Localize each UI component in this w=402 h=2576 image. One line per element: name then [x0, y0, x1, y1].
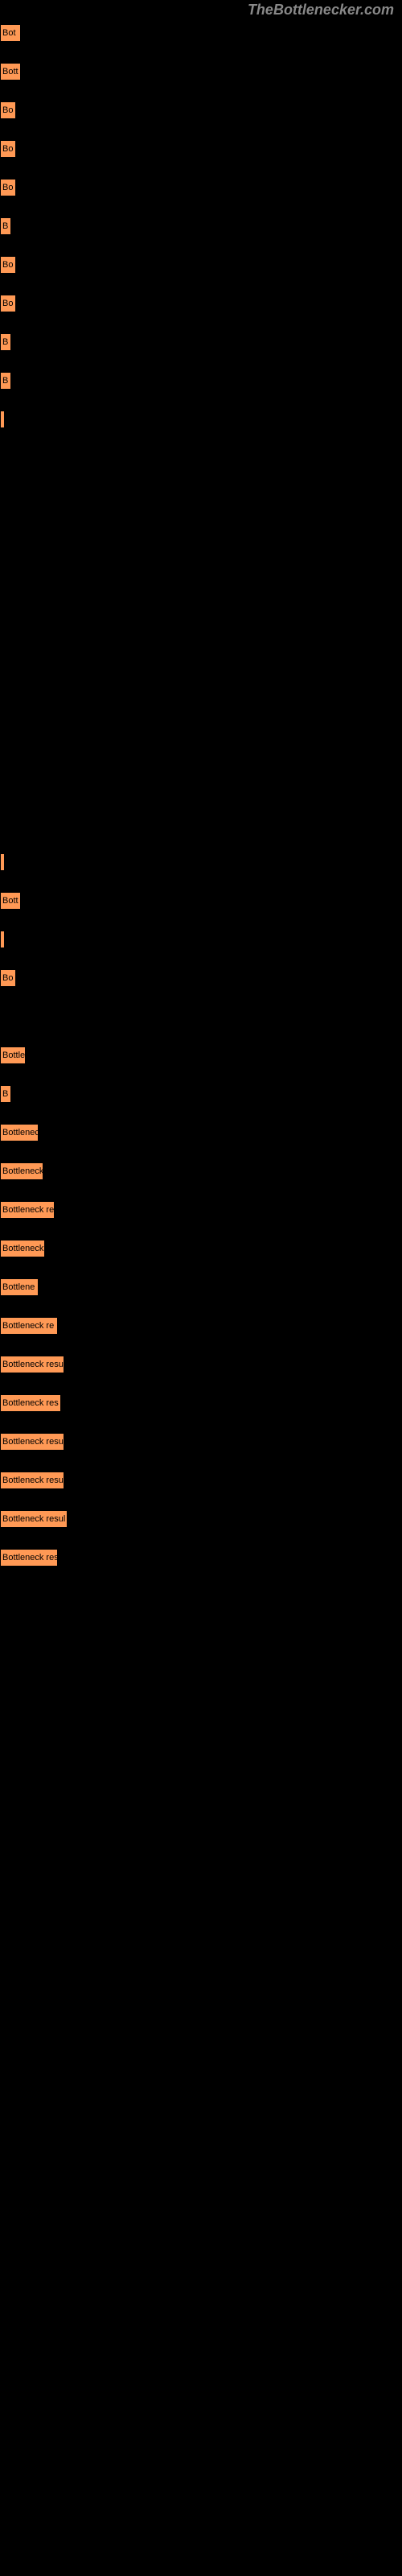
bar-row: Bottleneck resul	[0, 1510, 68, 1528]
bar-row: Bo	[0, 295, 16, 312]
bar-row: Bottleneck	[0, 1162, 43, 1180]
bar	[0, 853, 5, 871]
bar: Bo	[0, 179, 16, 196]
bar-row: Bo	[0, 969, 16, 987]
bar-chart: Bot Bott Bo Bo Bo B Bo Bo B B Bott Bo Bottle B Bottlen…	[0, 0, 402, 2576]
bar-row: Bottleneck resu	[0, 1356, 64, 1373]
bar: Bottleneck res	[0, 1549, 58, 1567]
bar-row: B	[0, 333, 11, 351]
bar: Bottleneck resul	[0, 1510, 68, 1528]
bar: Bottleneck	[0, 1240, 45, 1257]
bar: Bottleneck resu	[0, 1472, 64, 1489]
bar-row: Bottleneck resu	[0, 1433, 64, 1451]
bar: Bo	[0, 101, 16, 119]
bar-row: Bo	[0, 140, 16, 158]
bar	[0, 931, 5, 948]
bar-row: Bottle	[0, 1046, 26, 1064]
bar: B	[0, 372, 11, 390]
bar-row: B	[0, 372, 11, 390]
bar: Bottleneck re	[0, 1201, 55, 1219]
bar: Bottleneck resu	[0, 1433, 64, 1451]
bar: B	[0, 1085, 11, 1103]
bar: Bottlenec	[0, 1124, 39, 1141]
bar: Bottleneck re	[0, 1317, 58, 1335]
bar-row: Bottlene	[0, 1278, 39, 1296]
bar: Bottleneck	[0, 1162, 43, 1180]
bar: B	[0, 333, 11, 351]
bar: Bottleneck res	[0, 1394, 61, 1412]
bar: Bottleneck resu	[0, 1356, 64, 1373]
bar-row: Bottleneck re	[0, 1317, 58, 1335]
bar-row	[0, 931, 5, 948]
bar-row: Bo	[0, 256, 16, 274]
bar-row: Bottleneck res	[0, 1549, 58, 1567]
bar: Bo	[0, 969, 16, 987]
bar-row: Bottleneck	[0, 1240, 45, 1257]
bar-row: B	[0, 217, 11, 235]
bar-row: Bot	[0, 24, 21, 42]
bar-row	[0, 853, 5, 871]
bar-row: Bottleneck resu	[0, 1472, 64, 1489]
bar: Bo	[0, 256, 16, 274]
bar: Bott	[0, 892, 21, 910]
bar-row: Bott	[0, 63, 21, 80]
bar: Bo	[0, 140, 16, 158]
bar: Bo	[0, 295, 16, 312]
bar: Bottlene	[0, 1278, 39, 1296]
bar-row: Bottleneck re	[0, 1201, 55, 1219]
bar-row: Bottlenec	[0, 1124, 39, 1141]
bar-row: Bott	[0, 892, 21, 910]
bar: Bottle	[0, 1046, 26, 1064]
bar-row: B	[0, 1085, 11, 1103]
bar: Bott	[0, 63, 21, 80]
bar-row: Bo	[0, 179, 16, 196]
bar-row: Bo	[0, 101, 16, 119]
bar: Bot	[0, 24, 21, 42]
bar: B	[0, 217, 11, 235]
bar	[0, 411, 5, 428]
bar-row: Bottleneck res	[0, 1394, 61, 1412]
bar-row	[0, 411, 5, 428]
